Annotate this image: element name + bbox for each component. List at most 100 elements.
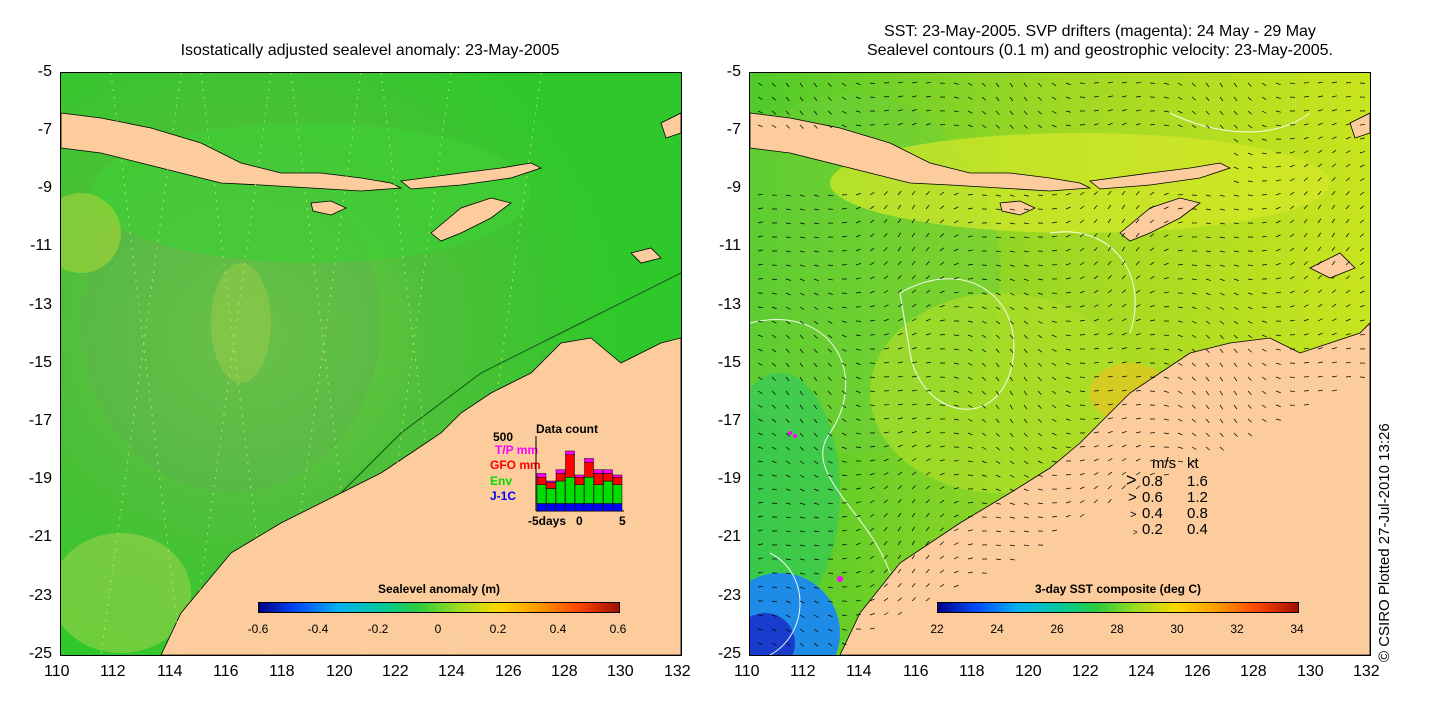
velocity-arrow (1107, 458, 1113, 462)
velocity-arrow (1233, 166, 1239, 170)
velocity-arrow (1261, 249, 1267, 252)
velocity-arrow (1121, 471, 1127, 476)
velocity-arrow (1331, 122, 1337, 126)
velocity-arrow (1009, 390, 1014, 396)
velocity-arrow (1051, 418, 1057, 422)
velocity-arrow (1093, 232, 1098, 238)
velocity-arrow (1233, 432, 1238, 437)
velocity-arrow (883, 96, 890, 98)
lat-tick: -5 (726, 63, 741, 80)
velocity-arrow (1023, 306, 1029, 310)
velocity-arrow (1233, 390, 1238, 396)
velocity-arrow (1233, 222, 1239, 225)
velocity-arrow (1121, 260, 1126, 266)
right-panel-title-1: SST: 23-May-2005. SVP drifters (magenta)… (884, 23, 1316, 40)
velocity-arrow (799, 390, 804, 396)
data-count-bar-segment (593, 473, 604, 485)
lat-tick: -15 (28, 354, 52, 371)
velocity-arrow (1051, 221, 1057, 224)
velocity-arrow (813, 502, 819, 505)
velocity-arrow (1205, 96, 1210, 102)
velocity-arrow (981, 418, 987, 423)
velocity-arrow (1163, 432, 1169, 435)
velocity-arrow (883, 417, 889, 420)
legend-j1c: J-1C (490, 489, 517, 503)
velocity-arrow (869, 569, 875, 574)
velocity-arrow (1037, 404, 1042, 409)
velocity-arrow (1079, 319, 1085, 322)
velocity-arrow (953, 584, 959, 588)
velocity-arrow (1051, 249, 1057, 252)
velocity-arrow (967, 263, 973, 266)
data-count-title: Data count (536, 422, 599, 436)
velocity-arrow (799, 306, 805, 311)
velocity-key-ms: 0.8 (1142, 473, 1163, 490)
velocity-arrow (995, 530, 1001, 533)
velocity-arrow (1261, 138, 1267, 141)
velocity-arrow (1205, 446, 1211, 451)
velocity-arrow (1275, 262, 1281, 266)
data-count-bar-segment (574, 474, 585, 478)
velocity-arrow (911, 389, 917, 392)
velocity-arrow (799, 502, 805, 505)
velocity-arrow (1317, 275, 1322, 280)
velocity-arrow (869, 527, 875, 532)
velocity-arrow (1331, 318, 1337, 322)
velocity-arrow (785, 320, 791, 325)
velocity-arrow (1261, 376, 1267, 381)
velocity-arrow (1247, 390, 1252, 395)
velocity-arrow (967, 320, 973, 323)
velocity-arrow (1163, 110, 1169, 113)
velocity-arrow (953, 362, 959, 365)
velocity-arrow (1093, 362, 1100, 364)
velocity-arrow (799, 446, 804, 451)
velocity-arrow (925, 218, 930, 224)
velocity-arrow (1163, 82, 1169, 85)
velocity-arrow (841, 249, 847, 252)
velocity-arrow (953, 570, 959, 574)
plot-credit: © CSIRO Plotted 27-Jul-2010 13:26 (1376, 423, 1393, 662)
left-cb-tick: 0.6 (609, 622, 627, 636)
velocity-arrow (939, 334, 946, 336)
velocity-arrow (1107, 260, 1112, 266)
velocity-arrow (883, 527, 888, 532)
velocity-arrow (855, 390, 861, 394)
velocity-arrow (981, 362, 986, 367)
velocity-arrow (939, 247, 945, 252)
velocity-arrow (841, 390, 847, 395)
velocity-arrow (925, 361, 931, 364)
velocity-arrow (1037, 446, 1043, 450)
data-count-bar-segment (536, 477, 547, 485)
velocity-arrow (1163, 348, 1169, 351)
velocity-arrow (1317, 177, 1322, 182)
velocity-arrow (1219, 432, 1224, 437)
velocity-arrow (1233, 194, 1239, 197)
velocity-arrow (897, 95, 903, 98)
velocity-arrow (1191, 306, 1197, 310)
velocity-arrow (1359, 276, 1365, 280)
velocity-arrow (883, 583, 888, 588)
velocity-arrow (1261, 348, 1267, 352)
velocity-arrow (869, 390, 876, 393)
velocity-arrow (855, 501, 861, 504)
velocity-arrow (785, 334, 790, 339)
velocity-arrow (995, 376, 1000, 382)
velocity-arrow (1317, 332, 1323, 336)
lon-tick: 132 (664, 663, 691, 680)
velocity-arrow (995, 558, 1001, 561)
velocity-arrow (1009, 432, 1014, 437)
velocity-arrow (1009, 516, 1015, 519)
velocity-arrow (1177, 249, 1183, 252)
velocity-arrow (995, 250, 1001, 253)
data-count-bar-segment (574, 477, 585, 485)
lat-tick: -9 (37, 179, 52, 196)
velocity-arrow (911, 430, 917, 434)
velocity-arrow (799, 236, 805, 239)
velocity-arrow (1023, 488, 1029, 492)
velocity-arrow (1191, 432, 1197, 437)
velocity-arrow (1121, 109, 1127, 112)
velocity-arrow (1177, 320, 1183, 323)
velocity-arrow (883, 289, 889, 294)
velocity-arrow (855, 193, 861, 196)
velocity-arrow (981, 432, 987, 437)
